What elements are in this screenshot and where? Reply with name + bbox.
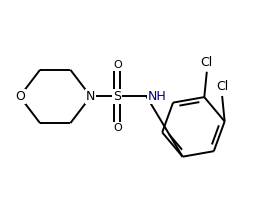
Text: Cl: Cl: [215, 80, 227, 93]
Text: Cl: Cl: [200, 56, 212, 69]
Text: O: O: [15, 90, 25, 103]
Text: S: S: [113, 90, 121, 103]
Text: NH: NH: [147, 90, 166, 103]
Text: O: O: [113, 60, 121, 70]
Text: O: O: [113, 123, 121, 133]
Text: N: N: [86, 90, 95, 103]
